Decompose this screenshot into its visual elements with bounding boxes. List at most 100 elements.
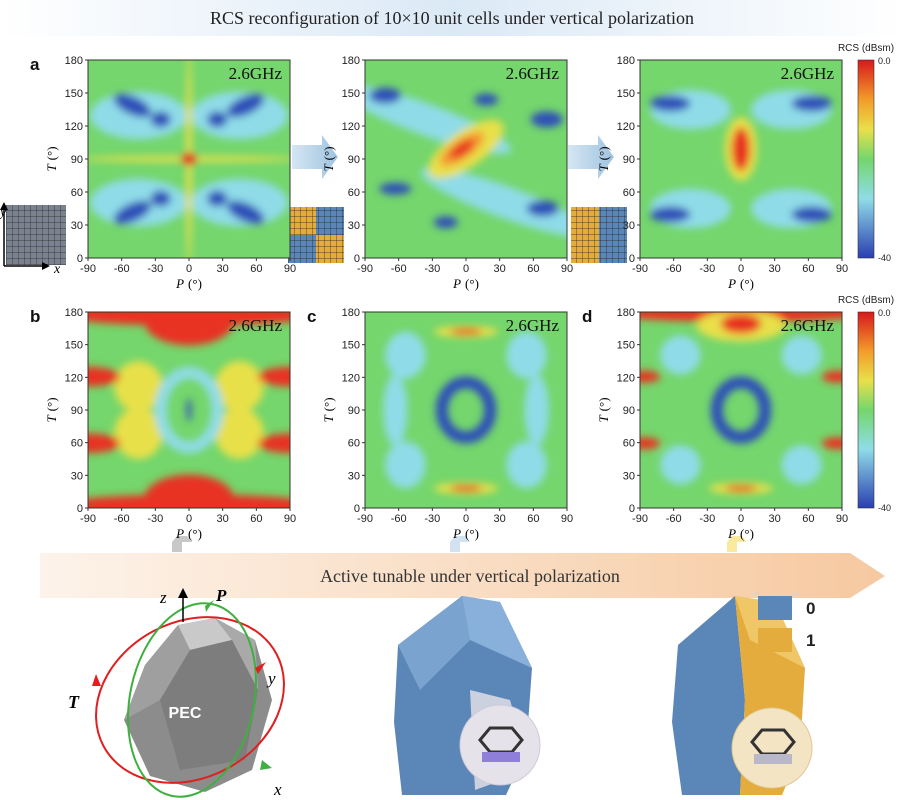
- y-tick-label: 120: [342, 372, 360, 384]
- legend-swatch: [758, 596, 792, 620]
- heatmap-blob: [660, 445, 701, 485]
- heatmap-blob: [114, 408, 163, 459]
- heatmap-blob: [257, 366, 290, 387]
- x-tick-label: 30: [769, 513, 781, 525]
- frequency-label: 2.6GHz: [781, 316, 835, 335]
- icon-axis-x: x: [53, 262, 61, 277]
- panel-letter: c: [307, 307, 316, 326]
- heatmap-blob: [226, 200, 265, 225]
- x-tick-label: -30: [147, 263, 163, 275]
- y-axis-label: T (°): [596, 397, 611, 422]
- x-tick-label: -60: [666, 513, 682, 525]
- x-tick-label: 90: [836, 513, 848, 525]
- heatmap-blob: [215, 361, 264, 412]
- heatmap: [640, 312, 842, 508]
- x-tick-label: 0: [738, 513, 744, 525]
- heatmap-blob: [474, 93, 499, 106]
- x-tick-label: 60: [527, 263, 539, 275]
- colorbar: [857, 311, 875, 509]
- x-tick-label: 0: [463, 513, 469, 525]
- x-axis-label: P (°): [452, 276, 479, 291]
- colorbar-title: RCS (dBsm): [838, 295, 894, 306]
- axis-symbol: T: [321, 164, 336, 172]
- figure-title: RCS reconfiguration of 10×10 unit cells …: [210, 8, 694, 28]
- heatmap-blob: [180, 153, 198, 165]
- x-tick-label: 90: [284, 513, 296, 525]
- axis-unit: (°): [188, 526, 202, 541]
- heatmap-blob: [650, 95, 691, 112]
- x-axis-label: P (°): [727, 276, 754, 291]
- heatmap-blob: [433, 216, 458, 229]
- x-tick-label: -60: [391, 263, 407, 275]
- x-tick-label: 90: [561, 513, 573, 525]
- heatmap-blob: [524, 374, 549, 446]
- heatmap-blob: [650, 206, 691, 223]
- flow-arrow: [292, 135, 338, 179]
- icon-checker: [288, 207, 344, 263]
- x-tick-label: 90: [284, 263, 296, 275]
- heatmap-blob: [154, 366, 224, 454]
- y-tick-label: 30: [348, 470, 360, 482]
- x-tick-label: 30: [769, 263, 781, 275]
- x-axis-label: P (°): [452, 526, 479, 541]
- angle-p: P: [215, 586, 227, 605]
- heatmap-blob: [435, 376, 497, 444]
- y-tick-label: 30: [348, 220, 360, 232]
- y-tick-label: 60: [348, 187, 360, 199]
- heatmap-blob: [781, 445, 822, 485]
- up-arrow: [450, 536, 470, 552]
- heatmap-field: [88, 60, 290, 258]
- y-tick-label: 0: [629, 503, 635, 515]
- heatmap-blob: [449, 485, 483, 492]
- x-tick-label: -60: [114, 513, 130, 525]
- colorbar-title: RCS (dBsm): [838, 43, 894, 54]
- y-tick-label: 0: [77, 253, 83, 265]
- axis-unit: (°): [44, 397, 59, 411]
- x-tick-label: -30: [699, 513, 715, 525]
- y-tick-label: 120: [65, 372, 83, 384]
- heatmap-blob: [113, 93, 152, 118]
- axis-symbol: P: [175, 526, 184, 541]
- heatmap-blob: [781, 335, 822, 375]
- axis-symbol: T: [596, 415, 611, 423]
- axis-symbol: T: [321, 415, 336, 423]
- heatmap-field: [365, 84, 567, 238]
- heatmap-field: [88, 312, 290, 508]
- axis-y: y: [266, 669, 276, 688]
- y-tick-label: 90: [348, 154, 360, 166]
- heatmap-blob: [215, 408, 264, 459]
- heatmap-blob: [791, 206, 832, 223]
- y-tick-label: 0: [629, 253, 635, 265]
- heatmap-blob: [821, 370, 842, 383]
- x-tick-label: 30: [217, 263, 229, 275]
- heatmap-blob: [731, 127, 751, 171]
- heatmap-blob: [724, 485, 758, 492]
- y-tick-label: 30: [71, 220, 83, 232]
- y-axis-label: T (°): [44, 397, 59, 422]
- axis-symbol: P: [452, 276, 461, 291]
- x-axis-label: P (°): [175, 526, 202, 541]
- y-tick-label: 90: [623, 154, 635, 166]
- axis-symbol: P: [175, 276, 184, 291]
- y-tick-label: 90: [71, 154, 83, 166]
- heatmap-blob: [144, 312, 234, 346]
- heatmap-blob: [640, 370, 661, 383]
- y-axis-label: T (°): [44, 146, 59, 171]
- legend-label: 1: [806, 631, 815, 650]
- y-tick-label: 150: [617, 340, 635, 352]
- heatmap: [88, 60, 290, 258]
- frequency-label: 2.6GHz: [229, 64, 283, 83]
- y-tick-label: 150: [342, 340, 360, 352]
- y-axis-label: T (°): [321, 397, 336, 422]
- heatmap: [365, 60, 567, 258]
- y-tick-label: 30: [623, 220, 635, 232]
- heatmap-blob: [821, 437, 842, 450]
- axis-unit: (°): [321, 397, 336, 411]
- x-tick-label: 0: [186, 263, 192, 275]
- heatmap-blob: [449, 328, 483, 335]
- colorbar: [857, 59, 875, 259]
- x-tick-label: -30: [424, 513, 440, 525]
- coded-object-1: [672, 596, 813, 795]
- panel-letter: d: [582, 307, 592, 326]
- heatmap-blob: [385, 331, 426, 379]
